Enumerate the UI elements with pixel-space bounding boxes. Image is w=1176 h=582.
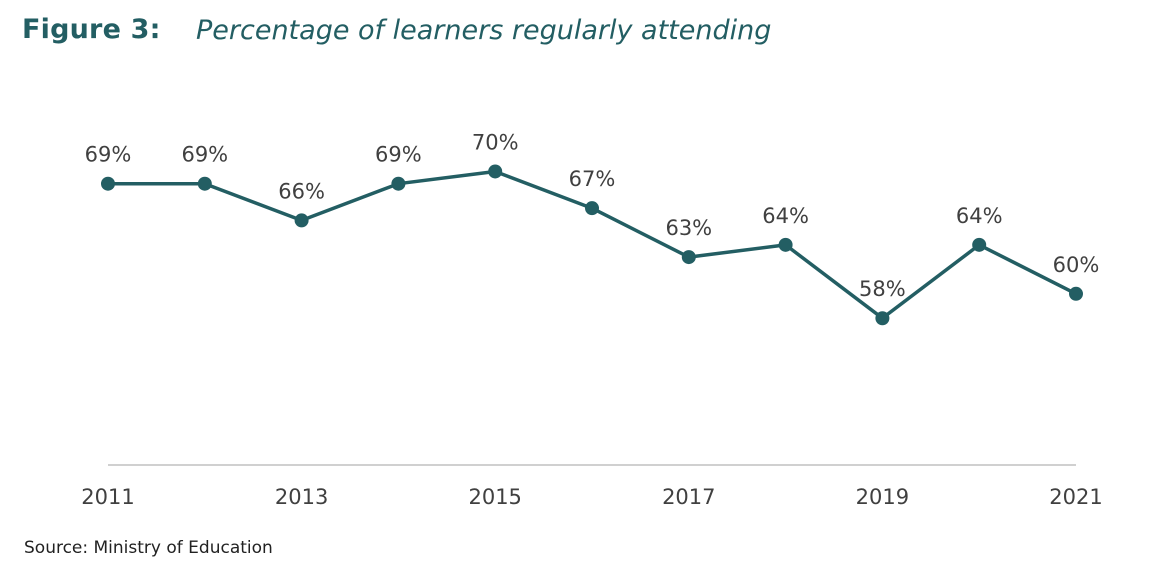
data-label: 60% <box>1053 253 1100 277</box>
data-point <box>391 176 406 191</box>
data-label: 67% <box>569 167 616 191</box>
data-point <box>585 201 599 216</box>
data-point <box>972 237 987 252</box>
figure-label: Figure 3: <box>22 14 161 45</box>
data-label: 66% <box>278 179 325 203</box>
x-tick-label: 2013 <box>275 485 328 509</box>
source-note: Source: Ministry of Education <box>24 538 273 558</box>
data-markers <box>101 164 1083 326</box>
x-tick-label: 2019 <box>856 485 909 509</box>
data-label: 64% <box>956 204 1003 228</box>
data-label: 70% <box>472 130 519 154</box>
data-label: 63% <box>665 216 712 240</box>
x-tick-labels: 2011 2013 2015 2017 2019 2021 <box>81 485 1102 509</box>
data-point <box>488 164 503 179</box>
data-point <box>681 250 696 265</box>
data-label: 58% <box>859 277 906 301</box>
data-point <box>101 176 115 191</box>
data-point <box>1069 286 1083 301</box>
data-label: 69% <box>375 143 422 167</box>
data-point <box>778 237 793 252</box>
x-tick-label: 2017 <box>662 485 715 509</box>
data-label: 64% <box>762 204 809 228</box>
x-tick-label: 2021 <box>1049 485 1102 509</box>
data-label: 69% <box>181 143 228 167</box>
series-line <box>108 169 1077 320</box>
data-point <box>875 311 890 326</box>
x-tick-label: 2015 <box>468 485 521 509</box>
data-point <box>197 176 212 191</box>
figure-header: Figure 3: Percentage of learners regular… <box>22 14 771 58</box>
data-point <box>294 213 309 228</box>
figure-title: Percentage of learners regularly attendi… <box>196 15 772 46</box>
x-tick-label: 2011 <box>81 485 134 509</box>
data-label: 69% <box>85 143 132 167</box>
data-labels: 69% 69% 66% 69% 70% 67% 63% 64% 58% 64% 60% <box>85 130 1100 301</box>
